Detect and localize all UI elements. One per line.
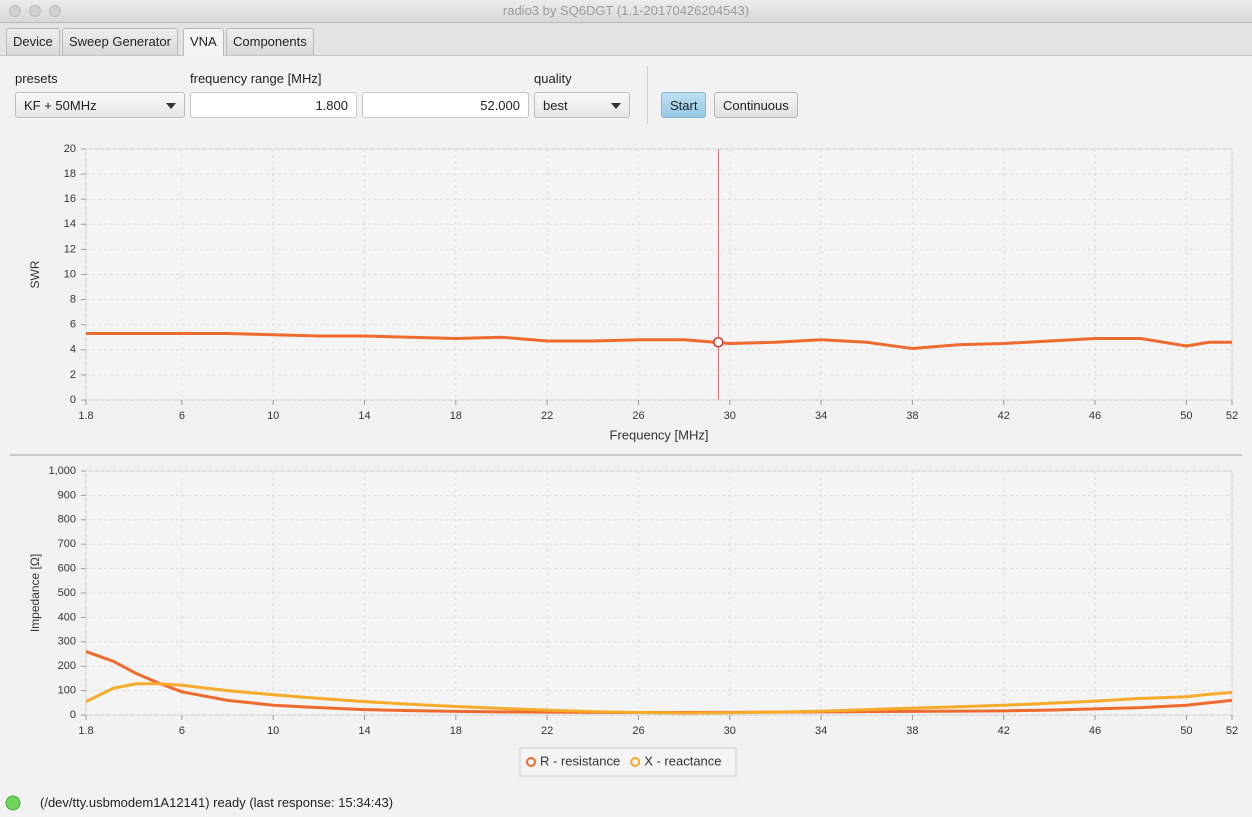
x-tick-label: 42 [998,725,1010,737]
x-tick-label: 10 [267,410,279,422]
y-tick-label: 16 [64,193,76,205]
y-tick-label: 14 [64,218,76,230]
x-tick-label: 30 [724,725,736,737]
x-tick-label: 10 [267,725,279,737]
start-button[interactable]: Start [661,92,707,118]
x-tick-label: 6 [179,725,185,737]
start-input[interactable]: 1.800 [190,92,357,118]
end-input[interactable]: 52.000 [362,92,529,118]
x-tick-label: 26 [632,410,644,422]
y-tick-label: 4 [70,344,76,356]
x-tick-label: 6 [179,410,185,422]
x-tick-label: 46 [1089,410,1101,422]
x-tick-label: 50 [1180,410,1192,422]
y-tick-label: 18 [64,168,76,180]
x-tick-label: 52 [1226,410,1238,422]
y-tick-label: 8 [70,294,76,306]
y-tick-label: 700 [58,538,76,550]
x-tick-label: 1.8 [78,725,93,737]
x-tick-label: 14 [358,410,370,422]
y-tick-label: 12 [64,243,76,255]
y-tick-label: 2 [70,369,76,381]
y-tick-label: 0 [70,394,76,406]
x-tick-label: 22 [541,410,553,422]
y-tick-label: 6 [70,319,76,331]
x-tick-label: 52 [1226,725,1238,737]
x-tick-label: 42 [998,410,1010,422]
x-tick-label: 38 [906,410,918,422]
x-tick-label: 34 [815,725,827,737]
close-button[interactable] [9,5,21,17]
y-tick-label: 500 [58,587,76,599]
legend-label: X - reactance [644,753,721,768]
status-led [5,795,21,811]
y-tick-label: 300 [58,636,76,648]
minimize-button[interactable] [29,5,41,17]
tab[interactable]: Sweep Generator [62,28,178,55]
x-tick-label: 18 [450,410,462,422]
presets-label: presets [15,71,58,86]
tab[interactable]: Device [6,28,60,55]
quality-label: quality [534,71,572,86]
tab-bar: Device Sweep Generator VNA Components [0,23,1252,56]
window-title: radio3 by SQ6DGT (1.1-20170426204543) [502,3,750,18]
y-tick-label: 400 [58,611,76,623]
legend-label: R - resistance [540,753,620,768]
x-tick-label: 26 [632,725,644,737]
status-text: (/dev/tty.usbmodem1A12141) ready (last r… [40,795,394,810]
y-axis-label: SWR [28,260,42,288]
legend [519,747,737,777]
continuous-button[interactable]: Continuous [714,92,798,118]
cursor-marker [713,337,724,348]
legend-symbol [630,757,641,767]
x-axis-label: Frequency [MHz] [610,427,709,442]
title-bar: radio3 by SQ6DGT (1.1-20170426204543) [0,0,1252,23]
y-tick-label: 0 [70,709,76,721]
x-tick-label: 18 [450,725,462,737]
y-tick-label: 200 [58,660,76,672]
y-tick-label: 100 [58,685,76,697]
tab[interactable]: VNA [183,28,224,56]
quality-combo[interactable]: best [534,92,630,118]
data-line [86,331,1232,351]
y-tick-label: 20 [64,143,76,155]
x-tick-label: 1.8 [78,410,93,422]
x-tick-label: 50 [1180,725,1192,737]
y-tick-label: 800 [58,514,76,526]
y-axis-label: Impedance [Ω] [28,554,42,632]
x-tick-label: 22 [541,725,553,737]
y-tick-label: 10 [64,268,76,280]
legend-symbol [526,757,536,767]
x-tick-label: 38 [906,725,918,737]
y-tick-label: 900 [58,489,76,501]
zoom-button[interactable] [49,5,61,17]
x-tick-label: 34 [815,410,827,422]
tab[interactable]: Components [226,28,314,55]
y-tick-label: 600 [58,563,76,575]
x-tick-label: 30 [724,410,736,422]
status-icon [5,795,21,811]
presets-combo[interactable]: KF + 50MHz [15,92,185,118]
x-tick-label: 46 [1089,725,1101,737]
x-tick-label: 14 [358,725,370,737]
separator [647,66,648,124]
range-label: frequency range [MHz] [190,71,322,86]
y-tick-label: 1,000 [48,465,76,477]
data-line [85,682,1233,715]
